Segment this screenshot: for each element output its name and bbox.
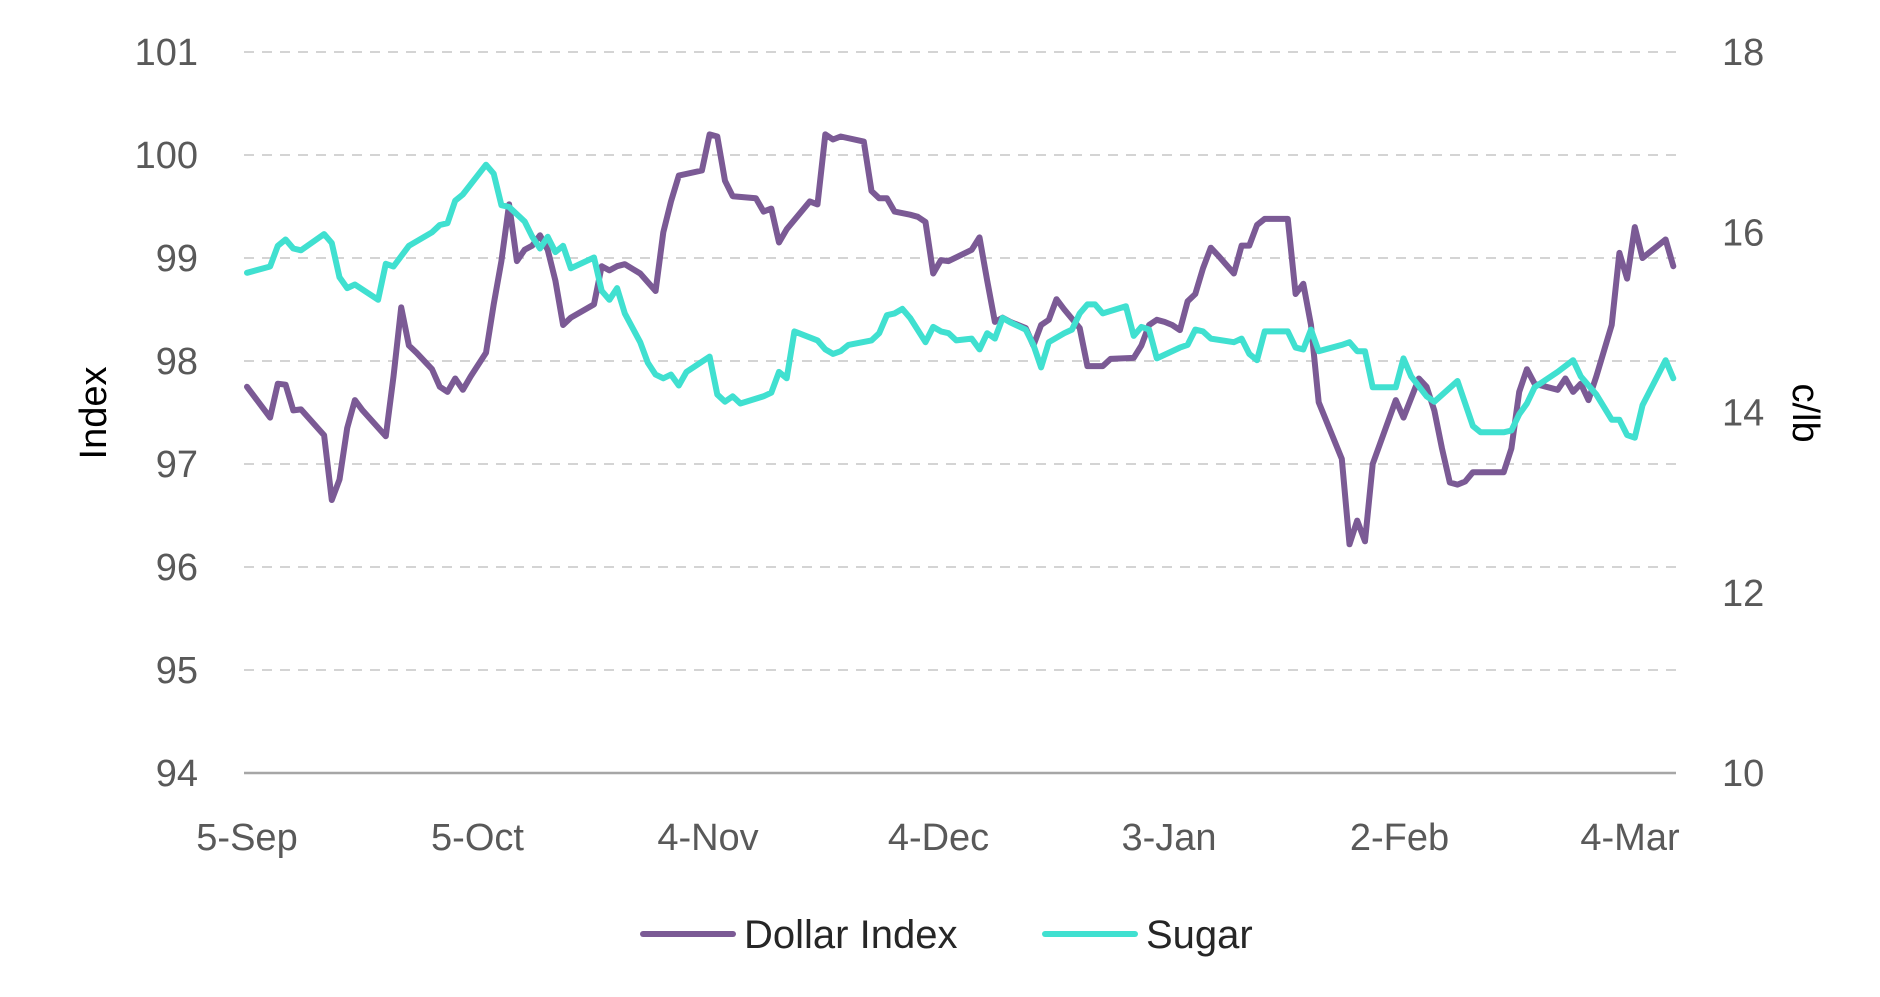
legend-label-sugar: Sugar xyxy=(1146,913,1253,957)
x-tick-label: 2-Feb xyxy=(1350,817,1449,859)
y2-tick-label: 12 xyxy=(1722,573,1764,615)
x-tick-label: 5-Oct xyxy=(431,817,524,859)
x-tick-label: 5-Sep xyxy=(196,817,297,859)
series-lines xyxy=(244,131,1677,548)
x-tick-label: 3-Jan xyxy=(1121,817,1216,859)
y-tick-label: 100 xyxy=(135,135,198,177)
y-tick-label: 99 xyxy=(156,238,198,280)
y2-tick-label: 16 xyxy=(1722,212,1764,254)
y-tick-label: 101 xyxy=(135,32,198,74)
axes: 94 95 96 97 98 99 100 101 10 12 14 16 18 5-Sep 5-Oct 4-… xyxy=(135,32,1765,859)
legend-label-dollar-index: Dollar Index xyxy=(744,913,957,957)
y2-tick-label: 10 xyxy=(1722,753,1764,795)
gridlines xyxy=(244,51,1676,671)
series-line-sugar xyxy=(244,161,1677,441)
y2-tick-label: 18 xyxy=(1722,32,1764,74)
x-tick-label: 4-Dec xyxy=(888,817,989,859)
y-axis-title: Index xyxy=(73,367,115,460)
y-tick-label: 95 xyxy=(156,650,198,692)
y2-axis-title: c/lb xyxy=(1784,383,1826,442)
y2-tick-label: 14 xyxy=(1722,393,1764,435)
y-tick-label: 97 xyxy=(156,444,198,486)
y-tick-label: 96 xyxy=(156,547,198,589)
legend: Dollar Index Sugar xyxy=(640,913,1253,957)
y-tick-label: 94 xyxy=(156,753,198,795)
x-tick-label: 4-Mar xyxy=(1580,817,1680,859)
x-tick-label: 4-Nov xyxy=(657,817,758,859)
y-tick-label: 98 xyxy=(156,341,198,383)
